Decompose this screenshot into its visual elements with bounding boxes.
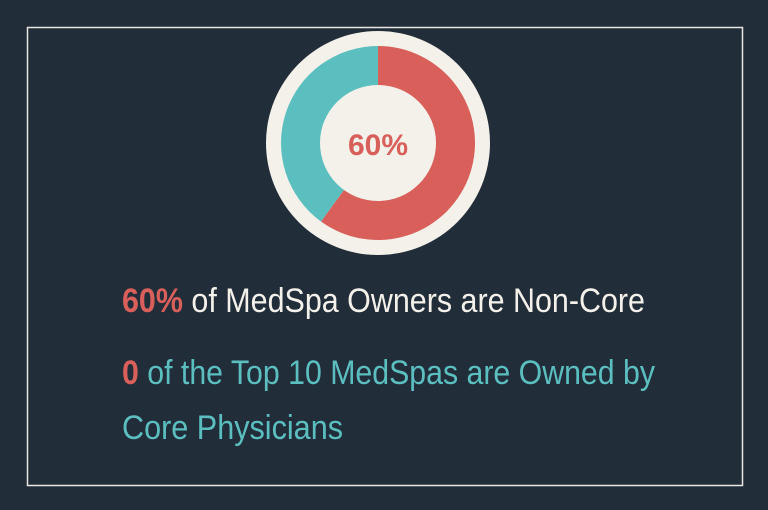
statement-highlight: 0 [122, 354, 139, 392]
statement-line: 60% of MedSpa Owners are Non-Core [122, 282, 645, 320]
statement-text: of MedSpa Owners are Non-Core [191, 282, 645, 320]
frame [26, 26, 744, 487]
center-label: 60% [348, 129, 408, 162]
statement-line: 0 of the Top 10 MedSpas are Owned by [122, 354, 655, 392]
statement-text: of the Top 10 MedSpas are Owned by [147, 354, 655, 392]
statements: 60% of MedSpa Owners are Non-Core 0 of th… [122, 282, 655, 447]
statement-highlight: 60% [122, 282, 183, 320]
statement-line: Core Physicians [122, 409, 343, 447]
donut-hole [320, 85, 436, 201]
statement-text: Core Physicians [122, 409, 343, 447]
